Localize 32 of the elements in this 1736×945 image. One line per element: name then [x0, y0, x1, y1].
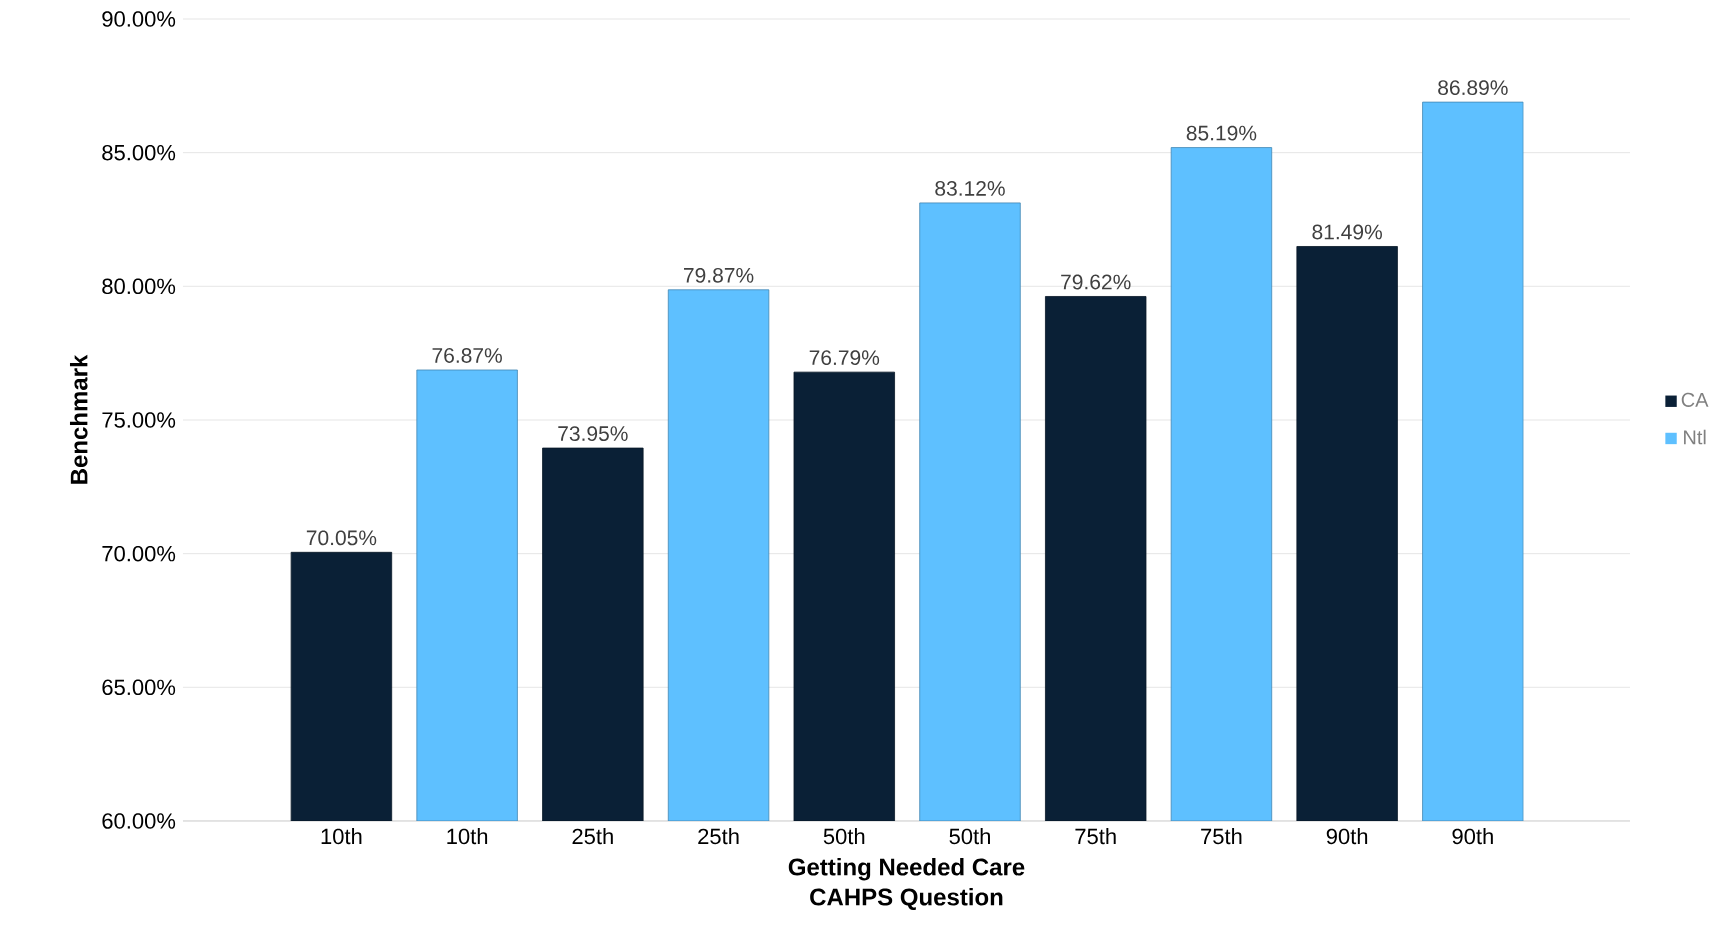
x-axis-title: CAHPS Question [810, 887, 1003, 911]
legend-label: CA [1681, 392, 1709, 407]
x-tick-label: 90th [1326, 828, 1368, 845]
data-label: 81.49% [1312, 224, 1382, 240]
data-label: 76.87% [432, 348, 502, 363]
x-tick-label: 25th [698, 828, 739, 845]
x-tick-label: 10th [447, 828, 488, 845]
x-tick-label: 50th [949, 828, 990, 845]
y-tick-label: 60.00% [102, 813, 176, 829]
y-tick-label: 80.00% [102, 278, 176, 295]
text: Getting Needed Care [788, 857, 1025, 881]
y-tick-label: 75.00% [102, 412, 176, 428]
y-tick-label: 85.00% [102, 144, 176, 161]
data-label: 76.79% [809, 350, 880, 366]
data-label: 70.05% [306, 530, 377, 546]
data-label: 79.87% [684, 267, 754, 283]
x-tick-label: 75th [1201, 828, 1242, 845]
y-tick-label: 90.00% [102, 11, 176, 27]
data-label: 83.12% [935, 180, 1005, 196]
y-tick-label: 65.00% [102, 679, 176, 696]
y-axis-title: Benchmark [69, 354, 88, 484]
x-tick-label: 75th [1075, 828, 1116, 845]
x-tick-label: 90th [1452, 828, 1493, 845]
data-label: 86.89% [1438, 80, 1508, 96]
legend-label: Ntl [1684, 429, 1706, 445]
data-label: 85.19% [1186, 125, 1257, 141]
data-label: 73.95% [558, 426, 628, 441]
x-tick-label: 50th [823, 828, 865, 845]
x-tick-label: 25th [572, 828, 613, 845]
x-tick-label: 10th [321, 828, 362, 845]
data-label: 79.62% [1061, 274, 1131, 290]
y-tick-label: 70.00% [102, 545, 176, 562]
